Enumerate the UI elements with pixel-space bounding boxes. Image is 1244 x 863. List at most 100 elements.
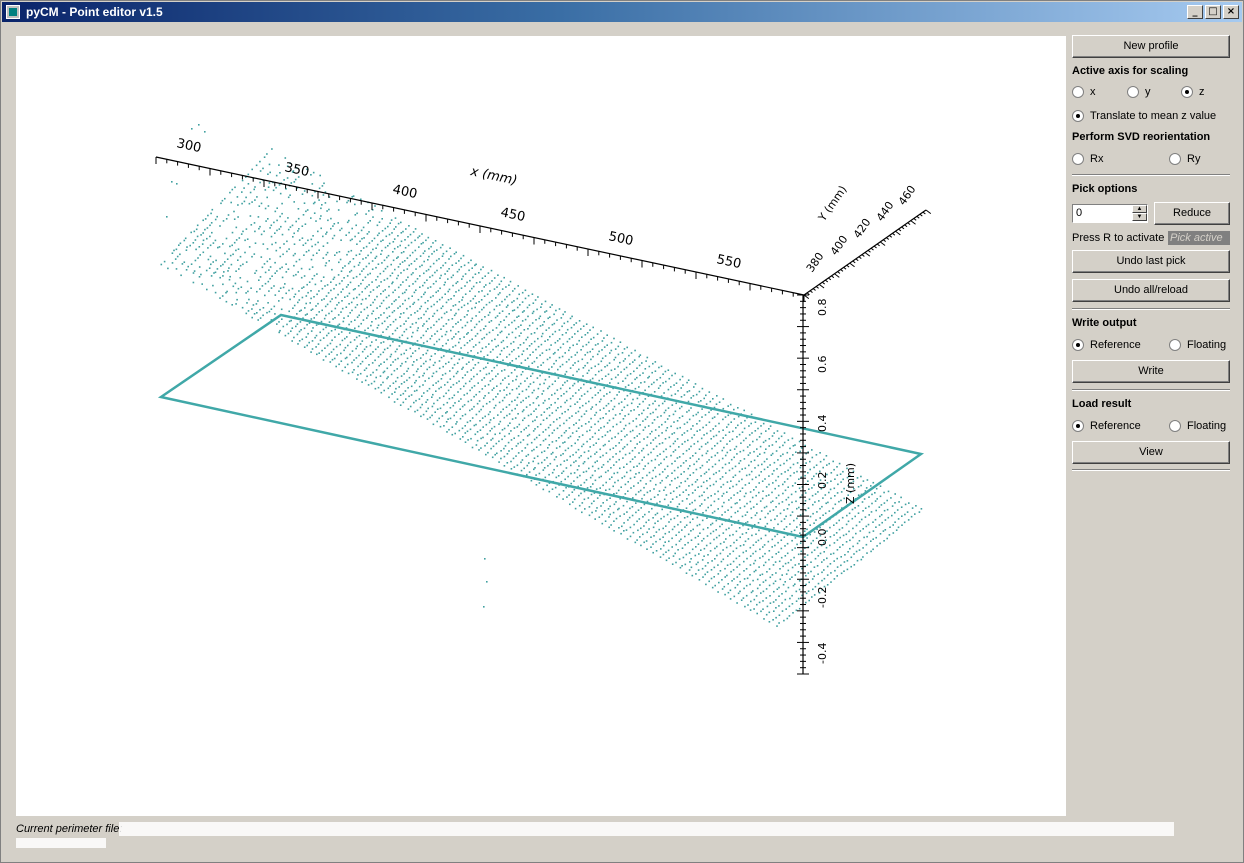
cloud-point [316,293,318,296]
svd-rx-radio[interactable]: Rx [1072,153,1103,165]
cloud-point [534,419,536,422]
cloud-point [558,308,561,310]
z-tick-label: 0.4 [816,415,829,433]
title-bar[interactable]: pyCM - Point editor v1.5 _ □ × [2,2,1242,22]
cloud-point [455,312,457,315]
write-floating-radio[interactable]: Floating [1169,339,1226,351]
cloud-point [190,231,192,234]
spin-down-icon[interactable]: ▼ [1132,213,1147,221]
view-button[interactable]: View [1072,441,1230,464]
cloud-point [813,549,816,551]
cloud-point [532,420,534,423]
cloud-point [604,375,607,377]
cloud-point [636,376,638,379]
cloud-point [531,312,534,315]
cloud-point [198,266,201,268]
cloud-point [445,323,448,325]
cloud-point [712,428,714,430]
cloud-point [292,274,295,277]
cloud-point [452,305,455,307]
cloud-point [464,285,466,287]
cloud-point [469,428,472,431]
cloud-point [311,308,314,310]
undo-last-pick-button[interactable]: Undo last pick [1072,250,1230,273]
minimize-button[interactable]: _ [1187,5,1203,19]
cloud-point [501,310,504,312]
cloud-point [830,572,832,574]
cloud-point [562,384,564,386]
cloud-point [773,527,775,529]
cloud-point [822,497,824,499]
cloud-point [663,515,665,518]
cloud-point [339,229,341,232]
svd-ry-radio[interactable]: Ry [1169,153,1200,165]
cloud-point [473,424,476,427]
cloud-point [455,251,457,254]
cloud-point [874,500,877,502]
undo-all-reload-button[interactable]: Undo all/reload [1072,279,1230,302]
cloud-point [776,468,778,470]
maximize-button[interactable]: □ [1205,5,1221,19]
cloud-point [565,467,568,469]
cloud-point [369,344,372,347]
close-button[interactable]: × [1223,5,1239,19]
cloud-point [510,439,513,441]
reduce-button[interactable]: Reduce [1154,202,1230,225]
cloud-point [658,528,660,531]
cloud-point [722,558,725,561]
cloud-point [675,382,678,384]
cloud-point [376,295,378,298]
cloud-point [354,235,356,238]
y-tick-mark [867,249,871,253]
cloud-point [758,601,761,604]
cloud-point [563,460,566,462]
3d-viewport[interactable]: 300 350 400 450 500 550 x (mm) 380 400 4… [16,36,1066,816]
cloud-point [352,288,355,291]
cloud-point [791,511,794,513]
cloud-point [535,397,538,400]
cloud-point [760,432,763,435]
cloud-point [671,404,674,406]
cloud-point [270,308,273,310]
cloud-point [768,438,771,440]
cloud-point [440,356,443,359]
load-floating-radio[interactable]: Floating [1169,420,1226,432]
cloud-point [423,313,425,316]
axis-z-radio[interactable]: z [1181,86,1205,98]
cloud-point [466,314,468,316]
cloud-point [715,471,717,474]
translate-mean-radio[interactable]: Translate to mean z value [1072,110,1216,122]
cloud-point [420,415,422,418]
cloud-point [619,421,622,423]
cloud-point [230,263,233,266]
cloud-point [792,454,794,456]
cloud-point [334,336,336,338]
cloud-point [680,465,682,467]
cloud-point [628,516,631,519]
spin-up-icon[interactable]: ▲ [1132,205,1147,213]
cloud-point [300,329,302,331]
cloud-point [351,227,353,230]
cloud-point [478,400,481,402]
cloud-point [371,312,373,315]
cloud-point [643,525,645,527]
cloud-point [519,382,522,385]
cloud-point [527,414,530,417]
write-button[interactable]: Write [1072,360,1230,383]
y-axis-title: Y (mm) [815,183,849,224]
write-reference-radio[interactable]: Reference [1072,339,1141,351]
load-reference-radio[interactable]: Reference [1072,420,1141,432]
axis-x-radio[interactable]: x [1072,86,1096,98]
point-cloud-plot[interactable]: 300 350 400 450 500 550 x (mm) 380 400 4… [16,36,1066,816]
cloud-point [262,314,264,317]
cloud-point [376,307,378,309]
cloud-point [562,490,565,492]
cloud-point [506,356,508,358]
cloud-point [669,511,672,513]
axis-y-radio[interactable]: y [1127,86,1151,98]
cloud-point [786,508,789,510]
pick-reduce-spinbox[interactable]: 0 ▲ ▼ [1072,204,1148,223]
cloud-point [843,570,845,572]
cloud-point [261,285,264,287]
new-profile-button[interactable]: New profile [1072,35,1230,58]
